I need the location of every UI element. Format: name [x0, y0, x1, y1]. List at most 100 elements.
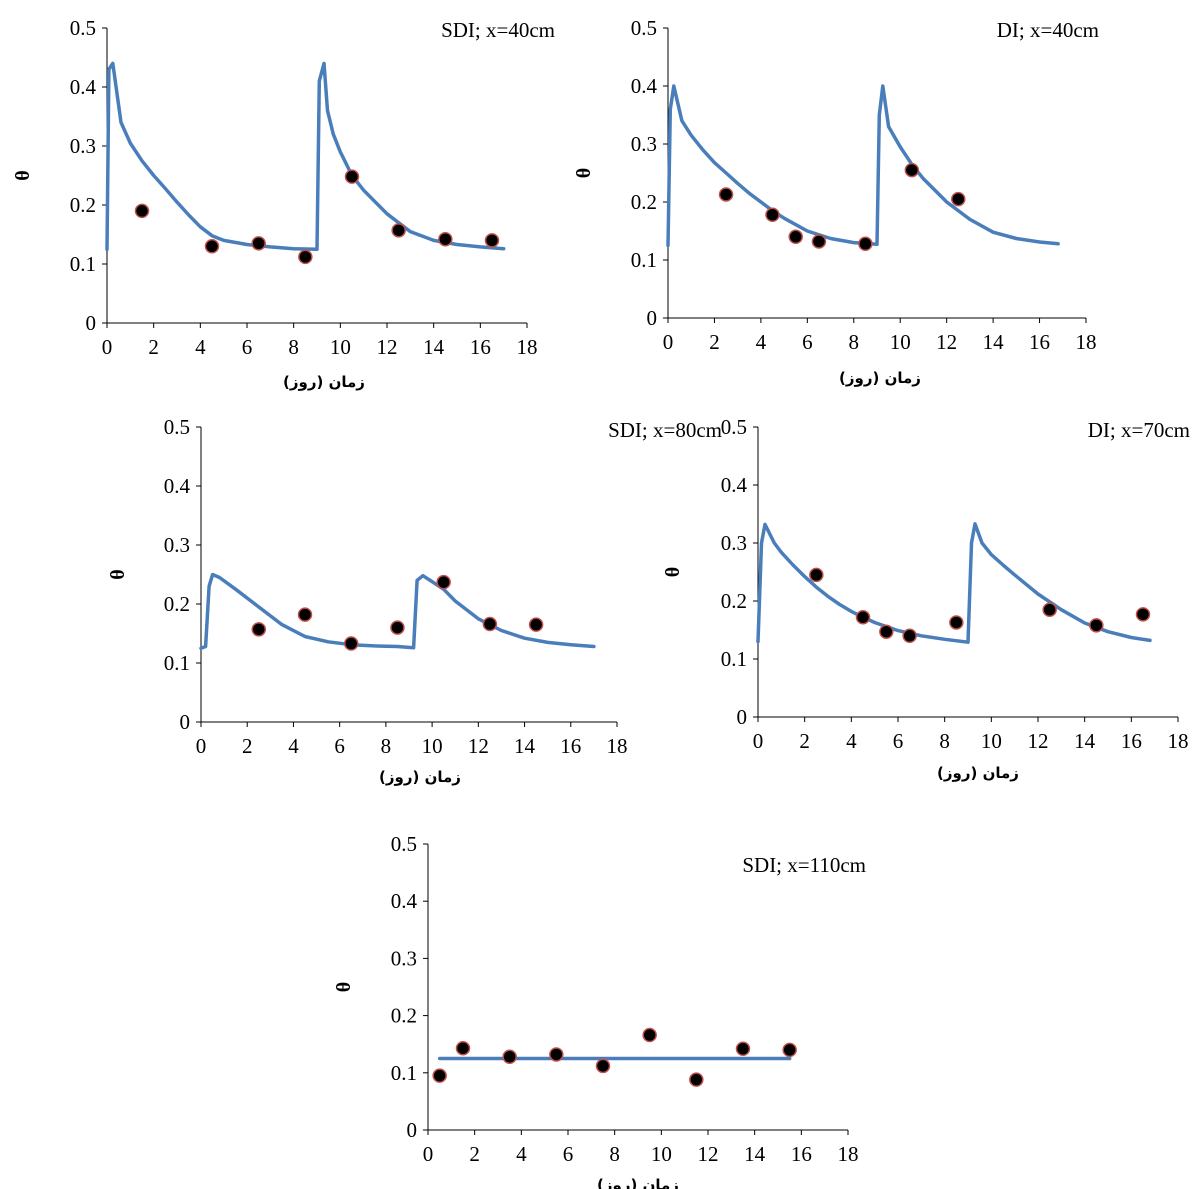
- x-tick-label: 8: [939, 729, 950, 753]
- x-tick-label: 2: [242, 734, 253, 758]
- y-tick-label: 0.2: [721, 589, 747, 613]
- observed-point: [858, 236, 873, 252]
- y-tick-label: 0.1: [70, 252, 96, 276]
- x-tick-label: 2: [148, 335, 159, 359]
- chart-panel-3: 0 0.1 0.2 0.3 0.4 0.5 0 2 4 6 8 10 12 14 16 18 SDI; x=80…: [107, 415, 722, 786]
- simulated-curve: [199, 572, 596, 651]
- x-tick-label: 0: [753, 729, 764, 753]
- x-tick-label: 14: [514, 734, 536, 758]
- observed-point: [782, 1042, 797, 1058]
- x-tick-label: 14: [423, 335, 445, 359]
- x-tick-label: 16: [1121, 729, 1142, 753]
- y-tick-label: 0: [86, 311, 97, 335]
- x-axis-label: زمان (روز): [597, 1176, 679, 1189]
- observed-point: [718, 187, 734, 202]
- x-tick-label: 4: [756, 330, 767, 354]
- y-tick-label: 0.3: [164, 533, 190, 557]
- x-tick-label: 10: [651, 1142, 672, 1166]
- x-tick-label: 18: [517, 335, 538, 359]
- observed-point: [642, 1027, 657, 1043]
- observed-point: [344, 169, 360, 184]
- x-axis-label: زمان (روز): [283, 373, 365, 391]
- y-tick-label: 0.4: [164, 474, 191, 498]
- y-tick-label: 0.5: [70, 16, 96, 40]
- x-tick-label: 0: [663, 330, 674, 354]
- y-tick-label: 0.4: [631, 74, 658, 98]
- x-tick-label: 10: [422, 734, 443, 758]
- chart-title: SDI; x=40cm: [441, 18, 555, 42]
- x-tick-label: 14: [983, 330, 1005, 354]
- y-tick-label: 0.1: [721, 647, 747, 671]
- x-tick-label: 8: [381, 734, 392, 758]
- x-tick-label: 6: [802, 330, 813, 354]
- observed-point: [1135, 607, 1151, 622]
- x-tick-label: 10: [890, 330, 911, 354]
- observed-point: [951, 191, 966, 207]
- y-tick-label: 0.3: [70, 134, 96, 158]
- x-tick-label: 4: [288, 734, 299, 758]
- observed-point: [438, 231, 453, 247]
- x-tick-label: 2: [469, 1142, 480, 1166]
- observed-point: [391, 223, 406, 238]
- observed-point: [484, 233, 500, 248]
- observed-point: [765, 207, 780, 223]
- y-tick-label: 0.5: [631, 16, 657, 40]
- chart-title: SDI; x=110cm: [742, 853, 866, 877]
- observed-point: [482, 616, 498, 632]
- observed-point: [298, 249, 313, 265]
- x-tick-label: 6: [242, 335, 253, 359]
- x-tick-label: 18: [607, 734, 628, 758]
- observed-point: [902, 628, 917, 644]
- observed-point: [689, 1072, 704, 1087]
- observed-point: [788, 229, 803, 245]
- observed-point: [1042, 602, 1057, 617]
- chart-title: SDI; x=80cm: [608, 418, 722, 442]
- y-tick-label: 0.1: [164, 651, 190, 675]
- observed-point: [811, 234, 827, 249]
- x-tick-label: 18: [1076, 330, 1097, 354]
- y-axis-label: θ: [12, 170, 34, 180]
- x-tick-label: 8: [849, 330, 860, 354]
- y-tick-label: 0.2: [391, 1004, 417, 1028]
- chart-panel-4: 0 0.1 0.2 0.3 0.4 0.5 0 2 4 6 8 10 12 14 16 18 DI; x=70c…: [662, 415, 1190, 782]
- observed-point: [390, 620, 405, 635]
- x-tick-label: 14: [744, 1142, 766, 1166]
- x-tick-label: 18: [838, 1142, 859, 1166]
- x-tick-label: 6: [563, 1142, 574, 1166]
- observed-point: [134, 203, 150, 219]
- x-tick-label: 16: [560, 734, 581, 758]
- x-tick-label: 4: [846, 729, 857, 753]
- x-tick-label: 0: [423, 1142, 434, 1166]
- observed-point: [455, 1040, 471, 1056]
- y-axis-label: θ: [107, 569, 129, 579]
- x-tick-label: 12: [468, 734, 489, 758]
- y-tick-label: 0.5: [164, 415, 190, 439]
- y-tick-label: 0.3: [721, 531, 747, 555]
- observed-point: [251, 622, 267, 637]
- y-tick-label: 0.1: [391, 1061, 417, 1085]
- chart-title: DI; x=40cm: [997, 18, 1099, 42]
- observed-point: [735, 1041, 751, 1057]
- y-tick-label: 0.2: [70, 193, 96, 217]
- x-tick-label: 12: [377, 335, 398, 359]
- x-tick-label: 8: [288, 335, 299, 359]
- x-tick-label: 12: [698, 1142, 719, 1166]
- y-tick-label: 0.4: [721, 473, 748, 497]
- simulated-curve: [756, 522, 1152, 644]
- observed-point: [549, 1047, 564, 1062]
- x-tick-label: 14: [1074, 729, 1096, 753]
- y-tick-label: 0.5: [391, 832, 417, 856]
- x-tick-label: 2: [799, 729, 810, 753]
- x-tick-label: 12: [936, 330, 957, 354]
- observed-point: [855, 609, 871, 625]
- chart-title: DI; x=70cm: [1088, 418, 1190, 442]
- observed-point: [251, 236, 266, 251]
- y-tick-label: 0.2: [164, 592, 190, 616]
- observed-point: [432, 1068, 447, 1083]
- simulated-curve: [105, 61, 506, 252]
- x-tick-label: 8: [609, 1142, 620, 1166]
- y-tick-label: 0.3: [391, 946, 417, 970]
- simulated-curve: [666, 84, 1060, 248]
- x-tick-label: 12: [1028, 729, 1049, 753]
